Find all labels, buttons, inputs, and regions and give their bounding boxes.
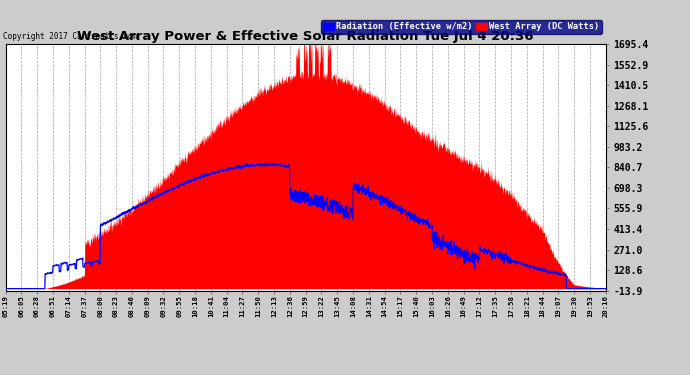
Text: Copyright 2017 Cartronics.com: Copyright 2017 Cartronics.com (3, 32, 137, 41)
Title: West Array Power & Effective Solar Radiation Tue Jul 4 20:36: West Array Power & Effective Solar Radia… (77, 30, 534, 43)
Legend: Radiation (Effective w/m2), West Array (DC Watts): Radiation (Effective w/m2), West Array (… (321, 20, 602, 33)
